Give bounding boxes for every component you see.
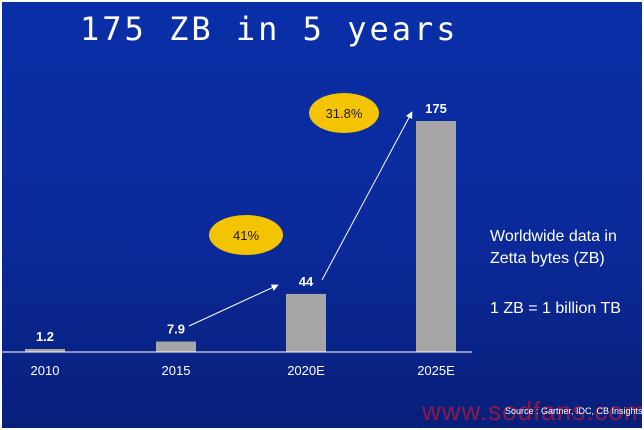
bar-2025E bbox=[416, 121, 456, 352]
growth-rate-label: 41% bbox=[233, 228, 259, 243]
category-label-2025E: 2025E bbox=[417, 363, 455, 378]
growth-arrow-2015-2020E bbox=[188, 284, 279, 327]
slide-title: 175 ZB in 5 years bbox=[80, 10, 459, 48]
value-label-2025E: 175 bbox=[425, 101, 447, 116]
growth-arrow-2020E-2025E bbox=[321, 111, 413, 281]
bar-2015 bbox=[156, 341, 196, 352]
value-label-2015: 7.9 bbox=[167, 322, 185, 337]
category-label-2010: 2010 bbox=[31, 363, 60, 378]
value-label-2010: 1.2 bbox=[36, 329, 54, 344]
category-label-2020E: 2020E bbox=[287, 363, 325, 378]
value-label-2020E: 44 bbox=[299, 274, 314, 289]
watermark-text: www.sodfans.com bbox=[422, 396, 642, 426]
source-note: Source : Gartner, IDC, CB Insights bbox=[505, 406, 642, 416]
growth-bubble bbox=[309, 93, 379, 133]
growth-rate-label: 31.8% bbox=[326, 106, 363, 121]
category-label-2015: 2015 bbox=[162, 363, 191, 378]
growth-bubble bbox=[209, 215, 283, 255]
bar-2010 bbox=[25, 349, 65, 352]
bar-2020E bbox=[286, 293, 326, 352]
chart-note: Worldwide data in Zetta bytes (ZB) bbox=[490, 228, 617, 267]
unit-equivalence: 1 ZB = 1 billion TB bbox=[490, 300, 621, 317]
